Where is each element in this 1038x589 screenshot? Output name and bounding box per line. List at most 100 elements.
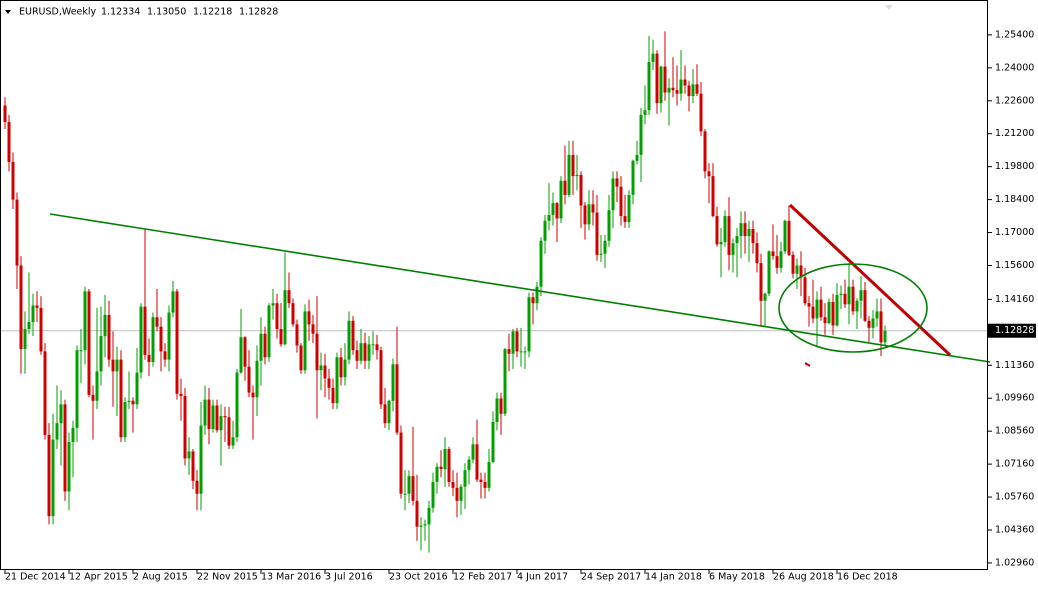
candle-body [403,493,407,495]
ohlc-header: 1.12334 1.13050 1.12218 1.12828 [101,7,278,18]
x-tick-label: 13 Mar 2016 [261,572,321,583]
candle-body [243,337,247,367]
candle-body [839,293,843,295]
menu-arrow[interactable] [5,10,11,14]
candle-body [747,229,751,237]
candle-body [131,400,135,405]
candle-body [307,311,311,325]
candle-body [551,203,555,215]
candle-body [547,214,551,221]
candle-body [779,251,783,268]
candle-body [251,392,255,398]
candle-body [703,131,707,172]
y-tick-label: 1.17000 [995,227,1034,238]
candle-body [723,216,727,242]
candle-body [655,53,659,104]
candle-body [71,427,75,442]
candle-body [791,254,795,274]
candle-body [867,320,871,328]
y-tick-label: 1.19800 [995,161,1034,172]
candle-body [619,186,623,217]
symbol-title: EURUSD,Weekly [19,7,97,18]
candle-body [359,343,363,361]
candle-body [439,466,443,470]
candle-body [635,154,639,161]
one-click-arrow[interactable] [885,5,893,10]
candle-body [495,398,499,422]
candle-body [199,425,203,494]
candle-body [527,297,531,352]
y-tick-label: 1.14160 [995,294,1034,305]
candle-body [127,400,131,402]
candle-body [631,160,635,195]
candle-body [683,79,687,86]
candle-body [475,444,479,480]
candle-body [159,326,163,352]
x-tick-label: 4 Jun 2017 [517,572,568,583]
candle-body [871,318,875,328]
candle-body [291,303,295,325]
candle-body [67,441,71,492]
candle-body [339,357,343,378]
candle-body [143,306,147,355]
candle-body [123,401,127,438]
candle-body [535,286,539,304]
candle-body [875,311,879,319]
candle-body [623,216,627,222]
candle-body [479,479,483,482]
candle-body [627,194,631,222]
candle-body [615,178,619,187]
candle-body [407,476,411,494]
candle-body [603,240,607,254]
candle-body [111,359,115,372]
candle-body [195,480,199,494]
candle-body [179,393,183,397]
candle-body [119,359,123,438]
candle-body [823,317,827,324]
candle-body [687,85,691,97]
candle-body [431,481,435,508]
candle-body [191,451,195,481]
candle-body [795,265,799,274]
candle-body [351,320,355,351]
candle-body [843,293,847,305]
highlight-ellipse [778,263,928,353]
candle-body [707,171,711,177]
candle-body [463,470,467,487]
candle-body [447,449,451,482]
candle-body [727,216,731,255]
candle-body [399,432,403,494]
drawing-objects [49,203,991,367]
candle-body [83,291,87,351]
plot-frame [0,0,988,570]
candle-body [695,84,699,94]
candle-body [799,265,803,278]
x-tick-label: 16 Dec 2018 [837,572,898,583]
y-tick-label: 1.11360 [995,360,1034,371]
candle-body [139,306,143,373]
candle-body [819,299,823,318]
ohlc-value: 1.12218 [193,7,232,18]
candle-body [103,314,107,337]
candle-body [7,121,11,162]
candle-body [235,372,239,438]
y-tick-label: 1.05760 [995,492,1034,503]
candle-body [267,305,271,358]
candle-body [499,398,503,414]
candle-body [55,423,59,440]
candle-body [19,265,23,350]
current-price-box [988,323,1036,338]
candle-body [507,349,511,354]
candle-body [435,466,439,482]
candle-body [279,329,283,345]
candle-body [47,434,51,517]
candle-body [739,223,743,237]
candle-body [63,404,67,492]
candle-body [879,311,883,343]
candle-body [135,372,139,405]
candle-body [511,331,515,354]
candle-body [75,350,79,428]
candle-body [343,359,347,378]
candle-body [531,297,535,304]
candle-body [515,331,519,352]
